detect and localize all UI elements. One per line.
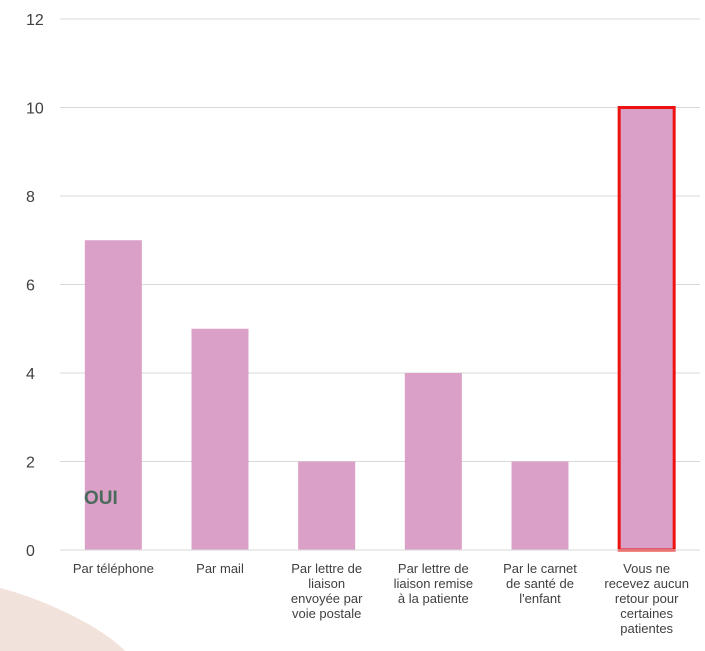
y-tick-label: 0 [26, 543, 35, 560]
x-category-label: Par lettre de liaison envoyée par voie post… [291, 561, 363, 621]
y-tick-label: 4 [26, 366, 35, 383]
annotation-oui: OUI [84, 488, 118, 509]
bar [511, 461, 569, 550]
y-tick-label: 8 [26, 189, 35, 206]
x-axis-labels: Par téléphone Par mail Par lettre de liaiso… [73, 561, 689, 636]
x-category-label: Par lettre de liaison remise à la patiente [394, 561, 473, 606]
y-tick-label: 2 [26, 455, 35, 472]
x-category-label: Par téléphone [73, 561, 154, 576]
bar [404, 373, 462, 550]
x-category-label: Vous ne recevez aucun retour pour certaines… [604, 561, 689, 636]
y-axis-ticks: 0 2 4 6 8 10 12 [26, 12, 44, 560]
bar [618, 107, 676, 550]
bar [298, 461, 356, 550]
y-tick-label: 12 [26, 12, 44, 29]
x-category-label: Par le carnet de santé de l'enfant [503, 561, 577, 606]
decorative-arc [0, 588, 125, 651]
bar [191, 328, 249, 550]
bar [84, 240, 142, 550]
x-category-label: Par mail [196, 561, 244, 576]
y-tick-label: 10 [26, 101, 44, 118]
bars [84, 106, 676, 552]
y-tick-label: 6 [26, 278, 35, 295]
gridlines [60, 18, 700, 462]
